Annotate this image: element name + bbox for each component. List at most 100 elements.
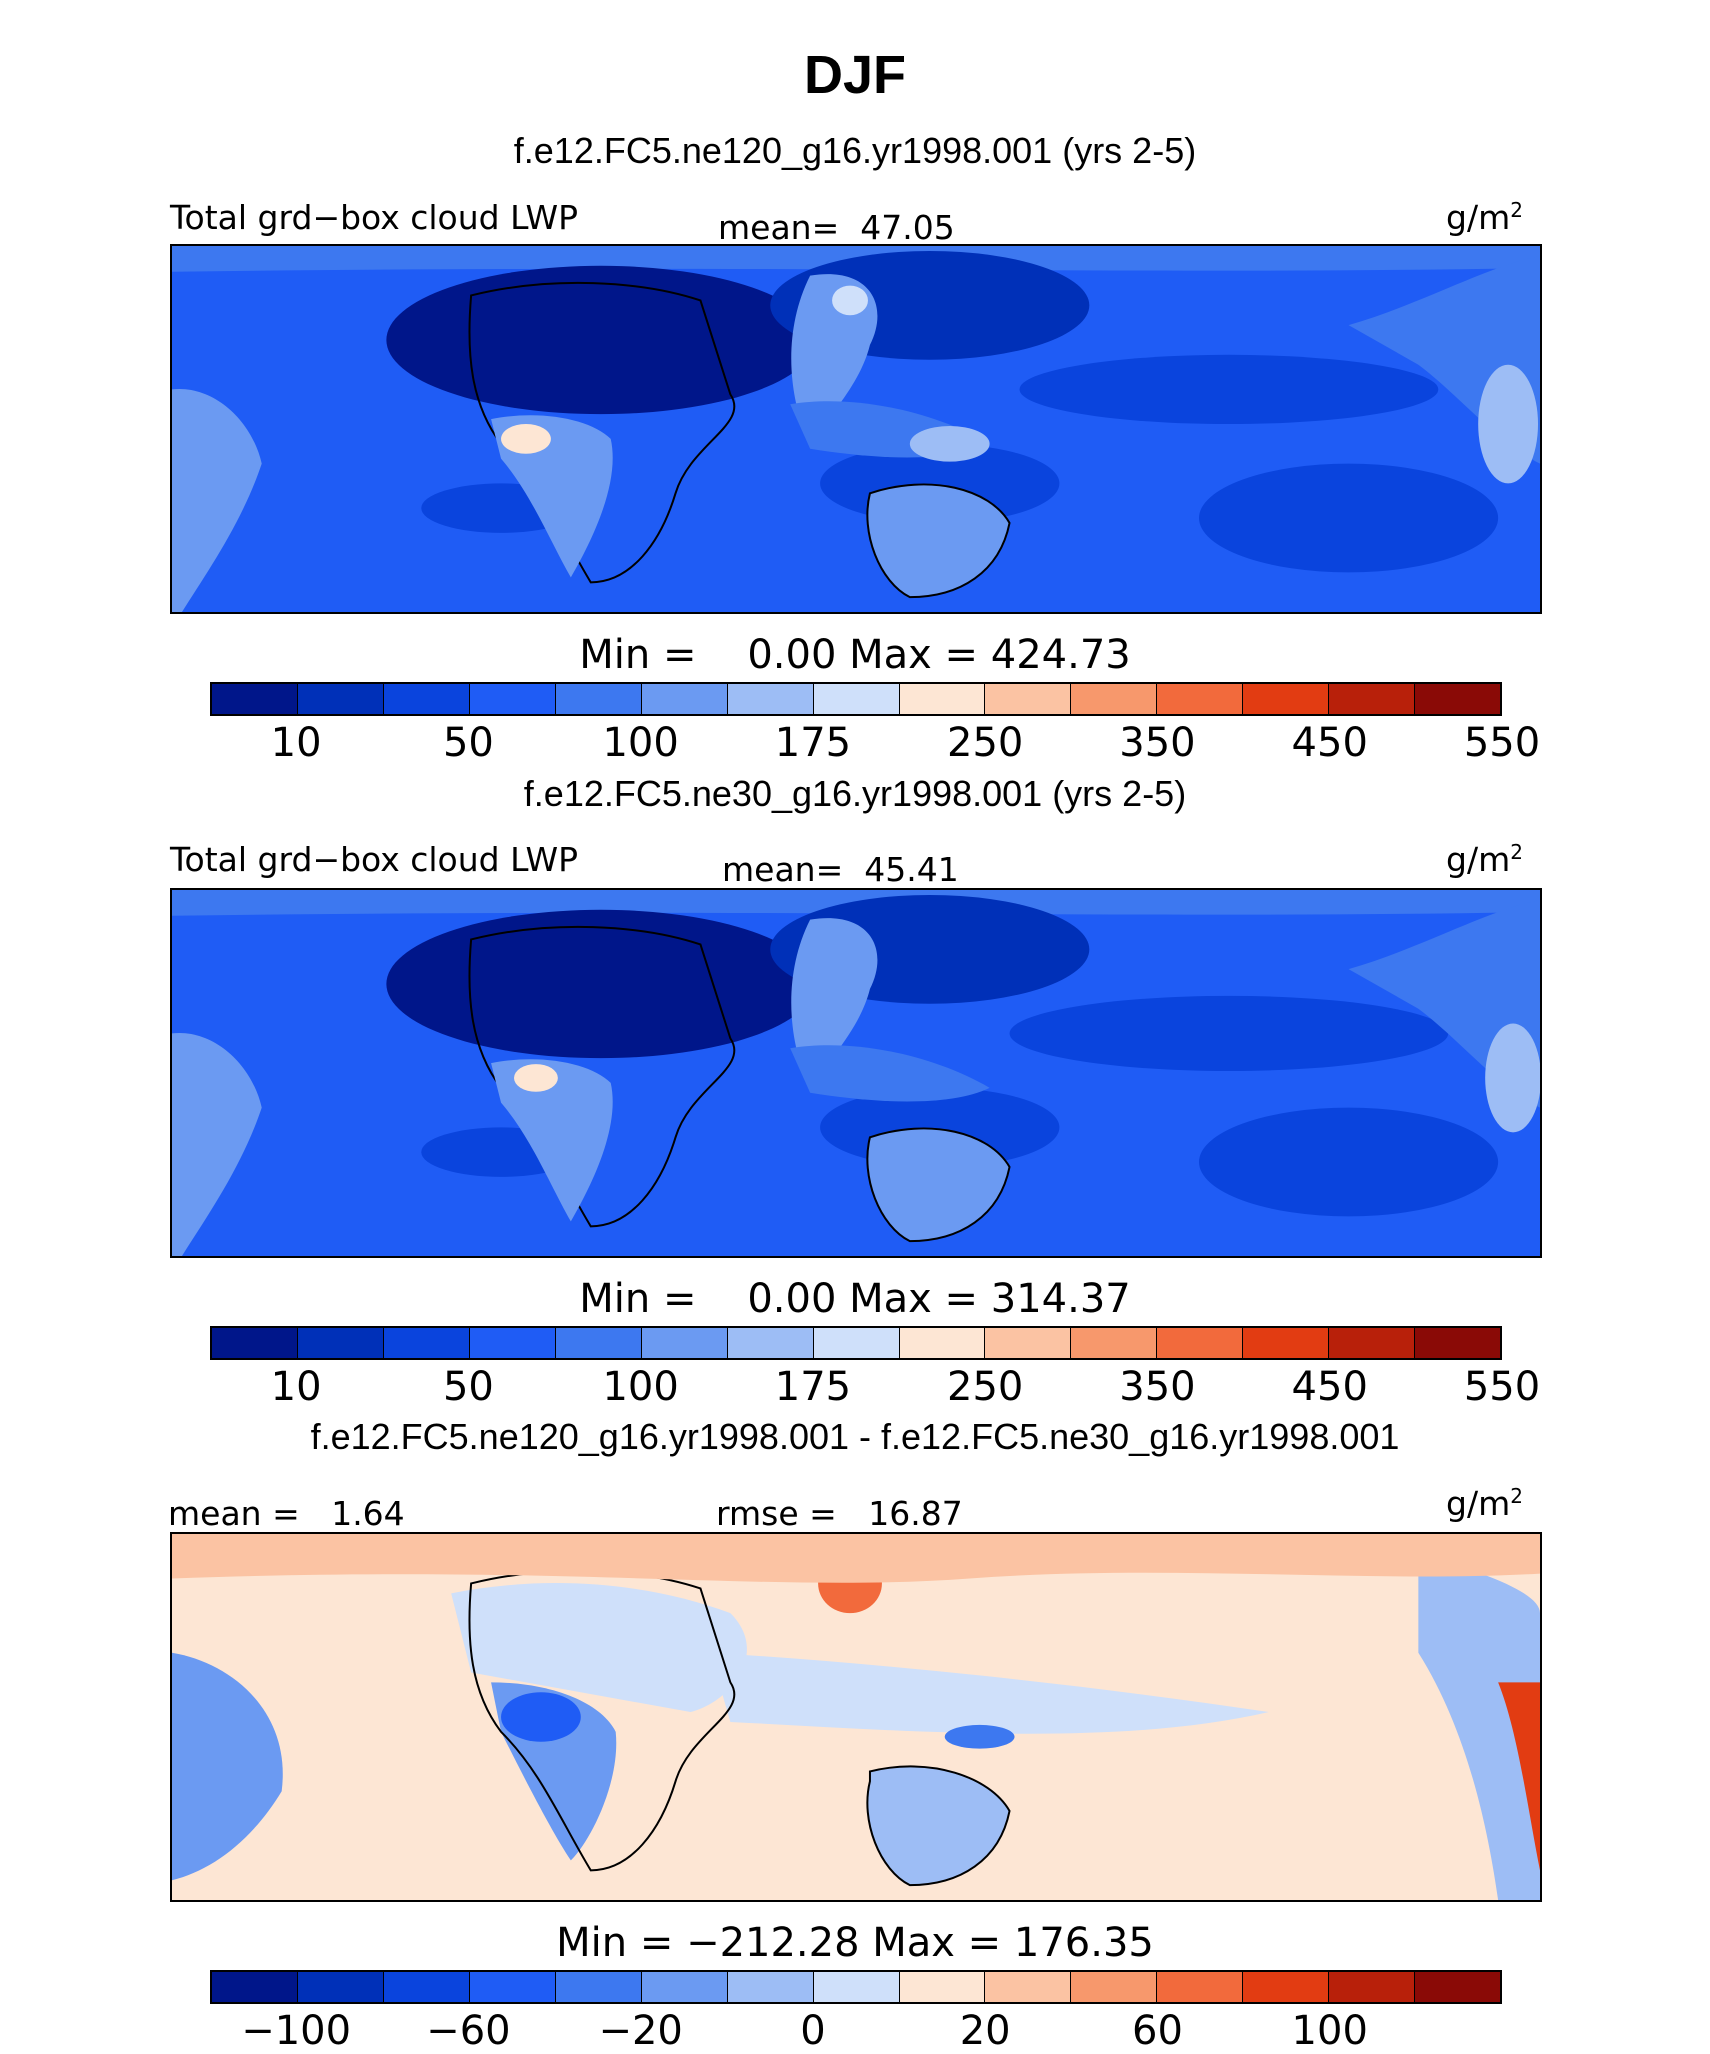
colorbar-swatch [1415,684,1501,714]
colorbar-swatch [555,684,642,714]
panel3-mean-label: mean = 1.64 [168,1494,405,1533]
panel2-subtitle: f.e12.FC5.ne30_g16.yr1998.001 (yrs 2-5) [523,773,1187,814]
colorbar-tick-label: 450 [1291,720,1368,766]
colorbar-swatch [1329,1328,1416,1358]
colorbar-swatch [813,1328,900,1358]
colorbar-swatch [899,1972,986,2002]
colorbar-tick-label: 175 [774,1364,852,1410]
panel3-unit-label: g/m2 [1446,1484,1523,1523]
panel3-e-pacific-neg [1418,1553,1540,1900]
panel2-china-sea [791,918,878,1088]
colorbar-swatch [1243,1328,1330,1358]
colorbar-tick-label: 50 [442,720,494,766]
panel3-andes-pos [1498,1682,1540,1871]
colorbar-swatch [641,1972,728,2002]
panel1-sahara-low [386,265,816,415]
panel2-minmax: Min = 0.00 Max = 314.37 [579,1276,1131,1322]
panel3-indian-neg [710,1652,1269,1734]
colorbar-swatch [555,1972,642,2002]
colorbar-tick-label: 10 [270,720,322,766]
colorbar-swatch [383,1328,470,1358]
panel2-map-svg [172,890,1540,1256]
colorbar-swatch [727,1328,814,1358]
colorbar-tick-label: 250 [947,720,1024,766]
colorbar-swatch [469,684,556,714]
panel1-unit-label: g/m2 [1446,198,1523,237]
colorbar-swatch [1243,1972,1330,2002]
colorbar-swatch [555,1328,642,1358]
colorbar-swatch [297,684,384,714]
colorbar-tick-label: 100 [602,720,679,766]
panel1-africa-wet [491,415,613,578]
colorbar-swatch [813,684,900,714]
colorbar-swatch [212,684,298,714]
colorbar-swatch [985,684,1072,714]
panel3-map [170,1532,1542,1902]
colorbar-tick-label: 60 [1132,2008,1183,2054]
colorbar-swatch [899,684,986,714]
colorbar-tick-label: −100 [241,2008,352,2054]
colorbar-swatch [813,1972,900,2002]
panel1-map-svg [172,246,1540,612]
panel2-sahara-low [386,909,816,1059]
panel1-spac-low [1198,463,1499,573]
panel3-subtitle: f.e12.FC5.ne120_g16.yr1998.001 - f.e12.F… [310,1416,1400,1457]
panel2-congo-high [514,1064,558,1092]
panel3-minmax: Min = −212.28 Max = 176.35 [556,1920,1154,1966]
colorbar-tick-label: 20 [959,2008,1011,2054]
colorbar-tick-label: 550 [1463,720,1541,766]
colorbar-tick-label: 100 [1291,2008,1368,2054]
panel2-australia [866,1127,1011,1243]
colorbar-tick-label: −20 [598,2008,683,2054]
panel1-colorbar [210,682,1502,716]
panel3-maritime-neg [944,1724,1015,1749]
colorbar-tick-label: 50 [442,1364,494,1410]
panel1-subtitle: f.e12.FC5.ne120_g16.yr1998.001 (yrs 2-5) [513,130,1197,171]
panel1-andes-high [1478,364,1539,484]
panel3-rmse-label: rmse = 16.87 [716,1494,963,1533]
colorbar-swatch [1157,684,1244,714]
colorbar-swatch [1157,1972,1244,2002]
colorbar-swatch [641,684,728,714]
panel2-africa-wet [491,1059,613,1222]
colorbar-tick-label: 350 [1119,720,1196,766]
figure-title: DJF [803,45,906,105]
panel2-spac-low [1198,1107,1499,1217]
panel3-congo-neg [501,1692,581,1742]
panel3-map-svg [172,1534,1540,1900]
panel1-congo-high [501,424,551,454]
colorbar-swatch [1243,684,1330,714]
colorbar-swatch [1071,1972,1158,2002]
panel1-china-sea [791,274,878,444]
colorbar-tick-label: 100 [602,1364,679,1410]
colorbar-swatch [1071,684,1158,714]
colorbar-swatch [1157,1328,1244,1358]
colorbar-tick-label: 0 [800,2008,826,2054]
panel1-maritime-high [909,426,990,462]
colorbar-swatch [212,1328,298,1358]
colorbar-swatch [985,1328,1072,1358]
panel1-china-high [832,285,868,316]
colorbar-swatch [297,1972,384,2002]
panel3-northern-pos [172,1534,1540,1583]
panel3-s-america-neg [172,1652,283,1881]
colorbar-swatch [727,684,814,714]
panel1-npac-low [1019,354,1439,425]
colorbar-tick-label: 175 [774,720,852,766]
panel1-mean-label: mean= 47.05 [718,208,955,247]
panel2-africa-outline [468,925,736,1228]
colorbar-swatch [383,684,470,714]
colorbar-swatch [1415,1328,1501,1358]
panel2-colorbar [210,1326,1502,1360]
colorbar-swatch [1071,1328,1158,1358]
colorbar-swatch [297,1328,384,1358]
colorbar-swatch [727,1972,814,2002]
panel2-mean-label: mean= 45.41 [722,850,959,889]
panel2-s-america [172,1032,262,1256]
colorbar-swatch [212,1972,298,2002]
colorbar-swatch [469,1972,556,2002]
colorbar-swatch [985,1972,1072,2002]
colorbar-tick-label: −60 [426,2008,511,2054]
colorbar-tick-label: 450 [1291,1364,1368,1410]
panel2-variable-label: Total grd−box cloud LWP [170,840,578,879]
